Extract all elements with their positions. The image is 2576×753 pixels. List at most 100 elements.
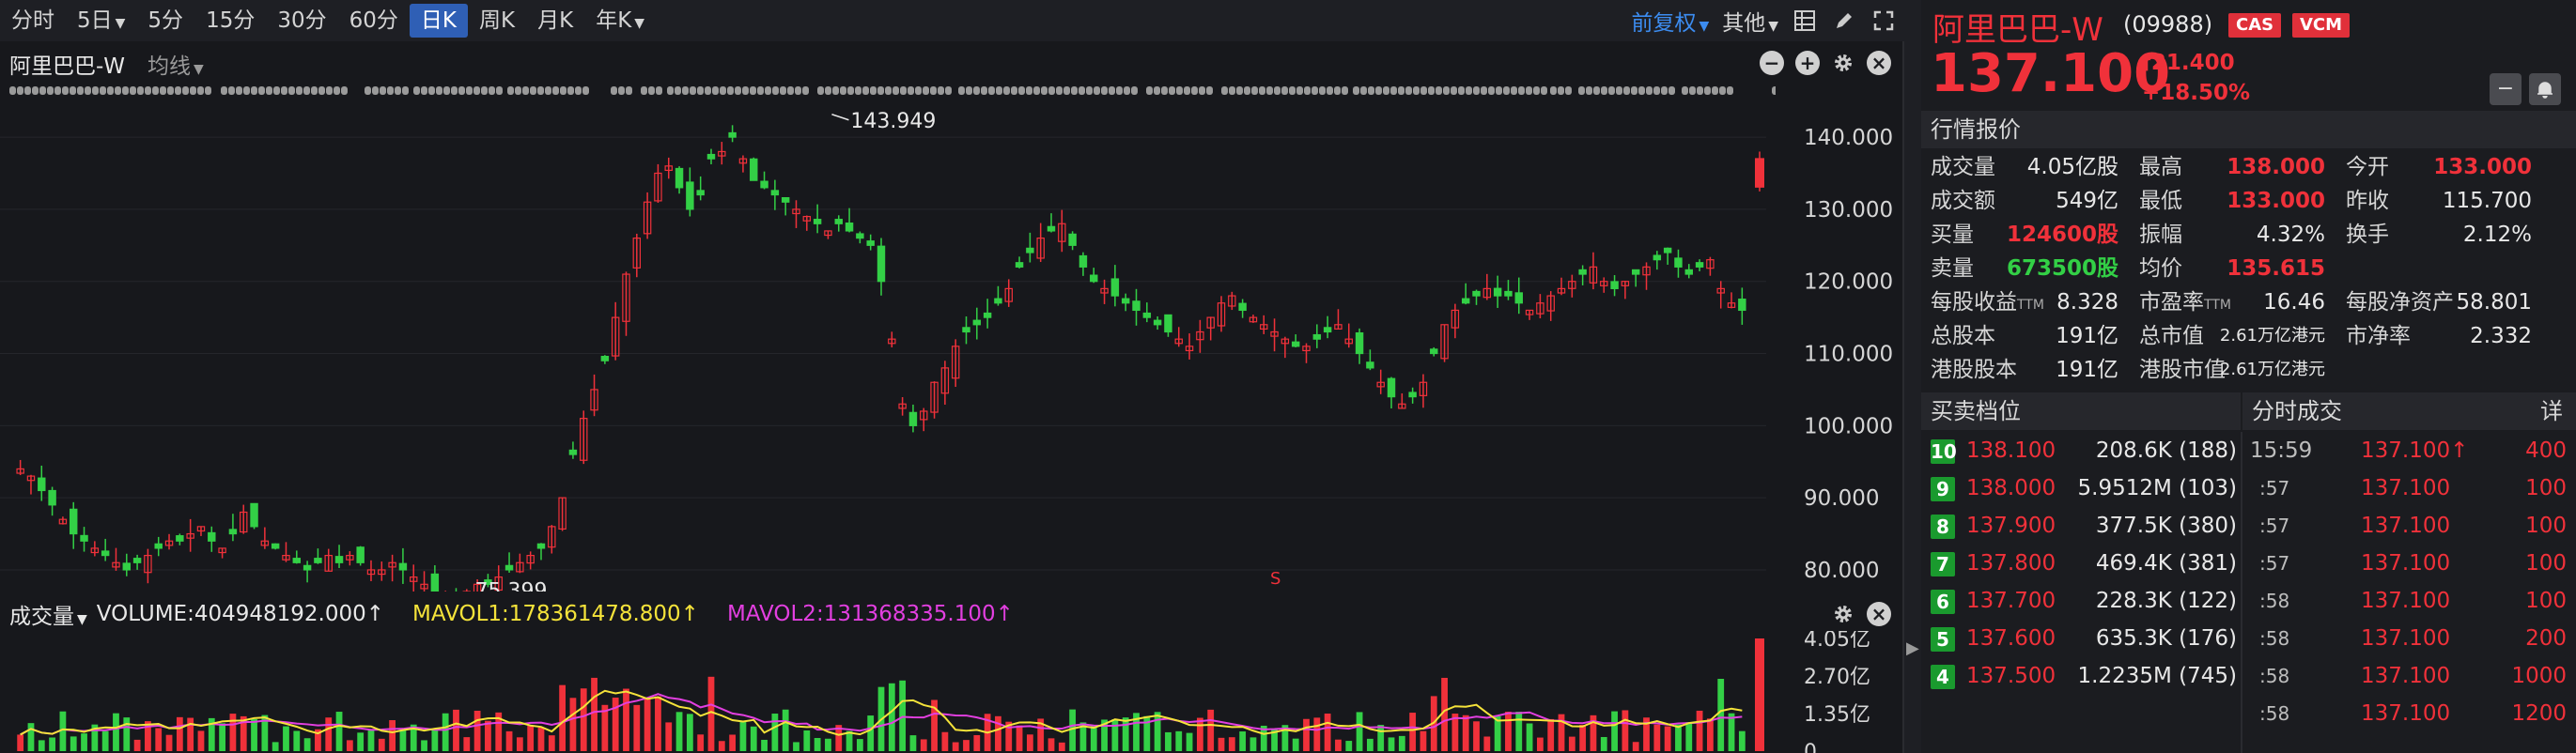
- volume-bar: [1451, 714, 1459, 751]
- panel-collapse-handle[interactable]: ▶: [1904, 0, 1921, 753]
- ma-dropdown[interactable]: 均线 ▼: [125, 48, 204, 80]
- candle-body: [176, 535, 184, 542]
- period-tab-5d[interactable]: 5日 ▼: [66, 4, 136, 38]
- period-tab-yearly[interactable]: 年K ▼: [584, 4, 656, 38]
- candle-body: [1249, 316, 1258, 323]
- period-tab-15min[interactable]: 15分: [206, 8, 256, 33]
- candle-body: [706, 153, 716, 160]
- volume-bar: [973, 734, 981, 751]
- gear-icon[interactable]: [1831, 51, 1855, 75]
- news-dot: [1206, 86, 1213, 95]
- quote-text: 8.328: [2056, 290, 2118, 315]
- volume-bar: [580, 688, 587, 751]
- news-dot: [236, 86, 242, 95]
- book-price: 137.800: [1966, 551, 2056, 576]
- zoom-in-icon[interactable]: +: [1795, 51, 1820, 75]
- layout-grid-icon[interactable]: [1792, 8, 1818, 34]
- period-toolbar: 分时 5日 ▼ 5分 15分 30分 60分 日K 周K 月K 年K ▼ 前复权 ▼ …: [0, 0, 1904, 41]
- event-marker: S: [1270, 569, 1280, 589]
- order-book-row[interactable]: 8 137.900 377.5K (380): [1921, 507, 2241, 545]
- news-dot: [1311, 86, 1318, 95]
- news-dot: [1063, 86, 1070, 95]
- order-book-row[interactable]: 9 138.000 5.9512M (103): [1921, 469, 2241, 507]
- volume-bar: [1388, 737, 1395, 751]
- volume-bar: [251, 718, 257, 751]
- news-dot: [1229, 86, 1235, 95]
- candle-body: [1695, 262, 1704, 268]
- alert-bell-icon[interactable]: [2529, 73, 2561, 105]
- quote-value: 549亿: [2056, 189, 2118, 213]
- news-dot: [545, 86, 551, 95]
- fullscreen-icon[interactable]: [1870, 8, 1897, 34]
- quote-label: 每股净资产: [2346, 285, 2454, 319]
- volume-tick-label: 2.70亿: [1804, 666, 1870, 689]
- candle-body: [1376, 381, 1385, 388]
- volume-bar: [1239, 731, 1247, 751]
- volume-bar: [123, 717, 131, 751]
- volume-bar: [357, 732, 365, 751]
- order-book-row[interactable]: 10 138.100 208.6K (188): [1921, 432, 2241, 469]
- quote-value: 133.000: [2227, 189, 2325, 213]
- quote-value: 8.328: [2056, 285, 2118, 319]
- news-dot: [1541, 86, 1547, 95]
- period-tab-daily[interactable]: 日K: [409, 4, 468, 38]
- news-dot: [1428, 86, 1435, 95]
- candle-body: [898, 403, 907, 409]
- candle-body: [1068, 233, 1077, 246]
- news-dot: [1236, 86, 1243, 95]
- zoom-out-icon[interactable]: −: [1760, 51, 1784, 75]
- news-dot: [1116, 86, 1123, 95]
- gear-icon[interactable]: [1831, 602, 1855, 626]
- trade-price: 137.100: [2361, 589, 2451, 613]
- volume-bar: [113, 713, 119, 751]
- volume-tick-label: 1.35亿: [1804, 703, 1870, 727]
- news-dot: [1704, 86, 1711, 95]
- order-book-row[interactable]: 6 137.700 228.3K (122): [1921, 582, 2241, 620]
- order-book-row[interactable]: 4 137.500 1.2235M (745): [1921, 657, 2241, 695]
- order-book-row[interactable]: 5 137.600 635.3K (176): [1921, 620, 2241, 657]
- candle-body: [951, 346, 960, 379]
- volume-bar: [931, 699, 938, 751]
- trade-price: 137.100: [2361, 626, 2451, 651]
- volume-indicator-dropdown[interactable]: 成交量 ▼: [0, 598, 87, 630]
- candle-body: [154, 543, 163, 549]
- minimize-icon[interactable]: −: [2490, 73, 2522, 105]
- period-tab-monthly[interactable]: 月K: [537, 8, 574, 33]
- candle-body: [1514, 292, 1523, 304]
- period-tab-weekly[interactable]: 周K: [479, 8, 516, 33]
- trade-row: :58 137.100 200: [2242, 620, 2576, 657]
- candle-body: [813, 219, 822, 224]
- draw-pen-icon[interactable]: [1831, 8, 1857, 34]
- other-dropdown[interactable]: 其他 ▼: [1722, 5, 1778, 37]
- candle-body: [792, 208, 800, 215]
- quote-label: 振幅: [2139, 223, 2182, 247]
- order-book-row[interactable]: 7 137.800 469.4K (381): [1921, 545, 2241, 582]
- adjust-dropdown[interactable]: 前复权 ▼: [1631, 5, 1709, 37]
- candle-body: [1568, 281, 1576, 289]
- period-tab-60min[interactable]: 60分: [349, 8, 398, 33]
- volume-bar: [1685, 722, 1693, 751]
- trade-price: 137.100: [2361, 664, 2451, 688]
- volume-bar: [707, 676, 715, 751]
- volume-bar: [1728, 713, 1735, 751]
- volume-bar: [1483, 736, 1491, 751]
- news-dot: [421, 86, 427, 95]
- candle-body: [334, 556, 344, 563]
- news-dot: [1289, 86, 1296, 95]
- candle-body: [240, 511, 248, 533]
- volume-bar: [686, 714, 693, 751]
- volume-bar: [1218, 737, 1225, 751]
- candle-body: [1291, 341, 1300, 347]
- period-tab-30min[interactable]: 30分: [277, 8, 327, 33]
- period-tab-1m[interactable]: 分时: [11, 8, 54, 33]
- volume-bar: [1047, 738, 1055, 751]
- period-tab-5min[interactable]: 5分: [147, 8, 184, 33]
- ticks-detail-button[interactable]: 详: [2540, 398, 2563, 424]
- volume-bar: [101, 730, 109, 751]
- news-dot: [77, 86, 84, 95]
- close-icon[interactable]: ×: [1867, 602, 1891, 626]
- candle-body: [760, 180, 768, 189]
- news-dot: [855, 86, 861, 95]
- last-price: 137.100: [1931, 43, 2171, 104]
- close-icon[interactable]: ×: [1867, 51, 1891, 75]
